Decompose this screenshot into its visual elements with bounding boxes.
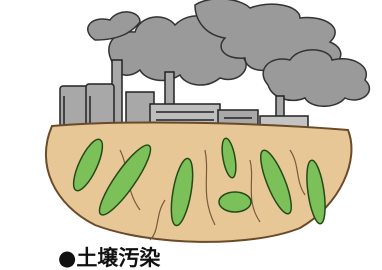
smoke — [88, 0, 370, 106]
soil — [46, 123, 352, 242]
plant-clump — [219, 192, 251, 212]
caption: ●土壌汚染 — [58, 248, 160, 269]
illustration — [0, 0, 382, 270]
page: ●土壌汚染 (() => { const data = JSON.parse(d… — [0, 0, 382, 270]
